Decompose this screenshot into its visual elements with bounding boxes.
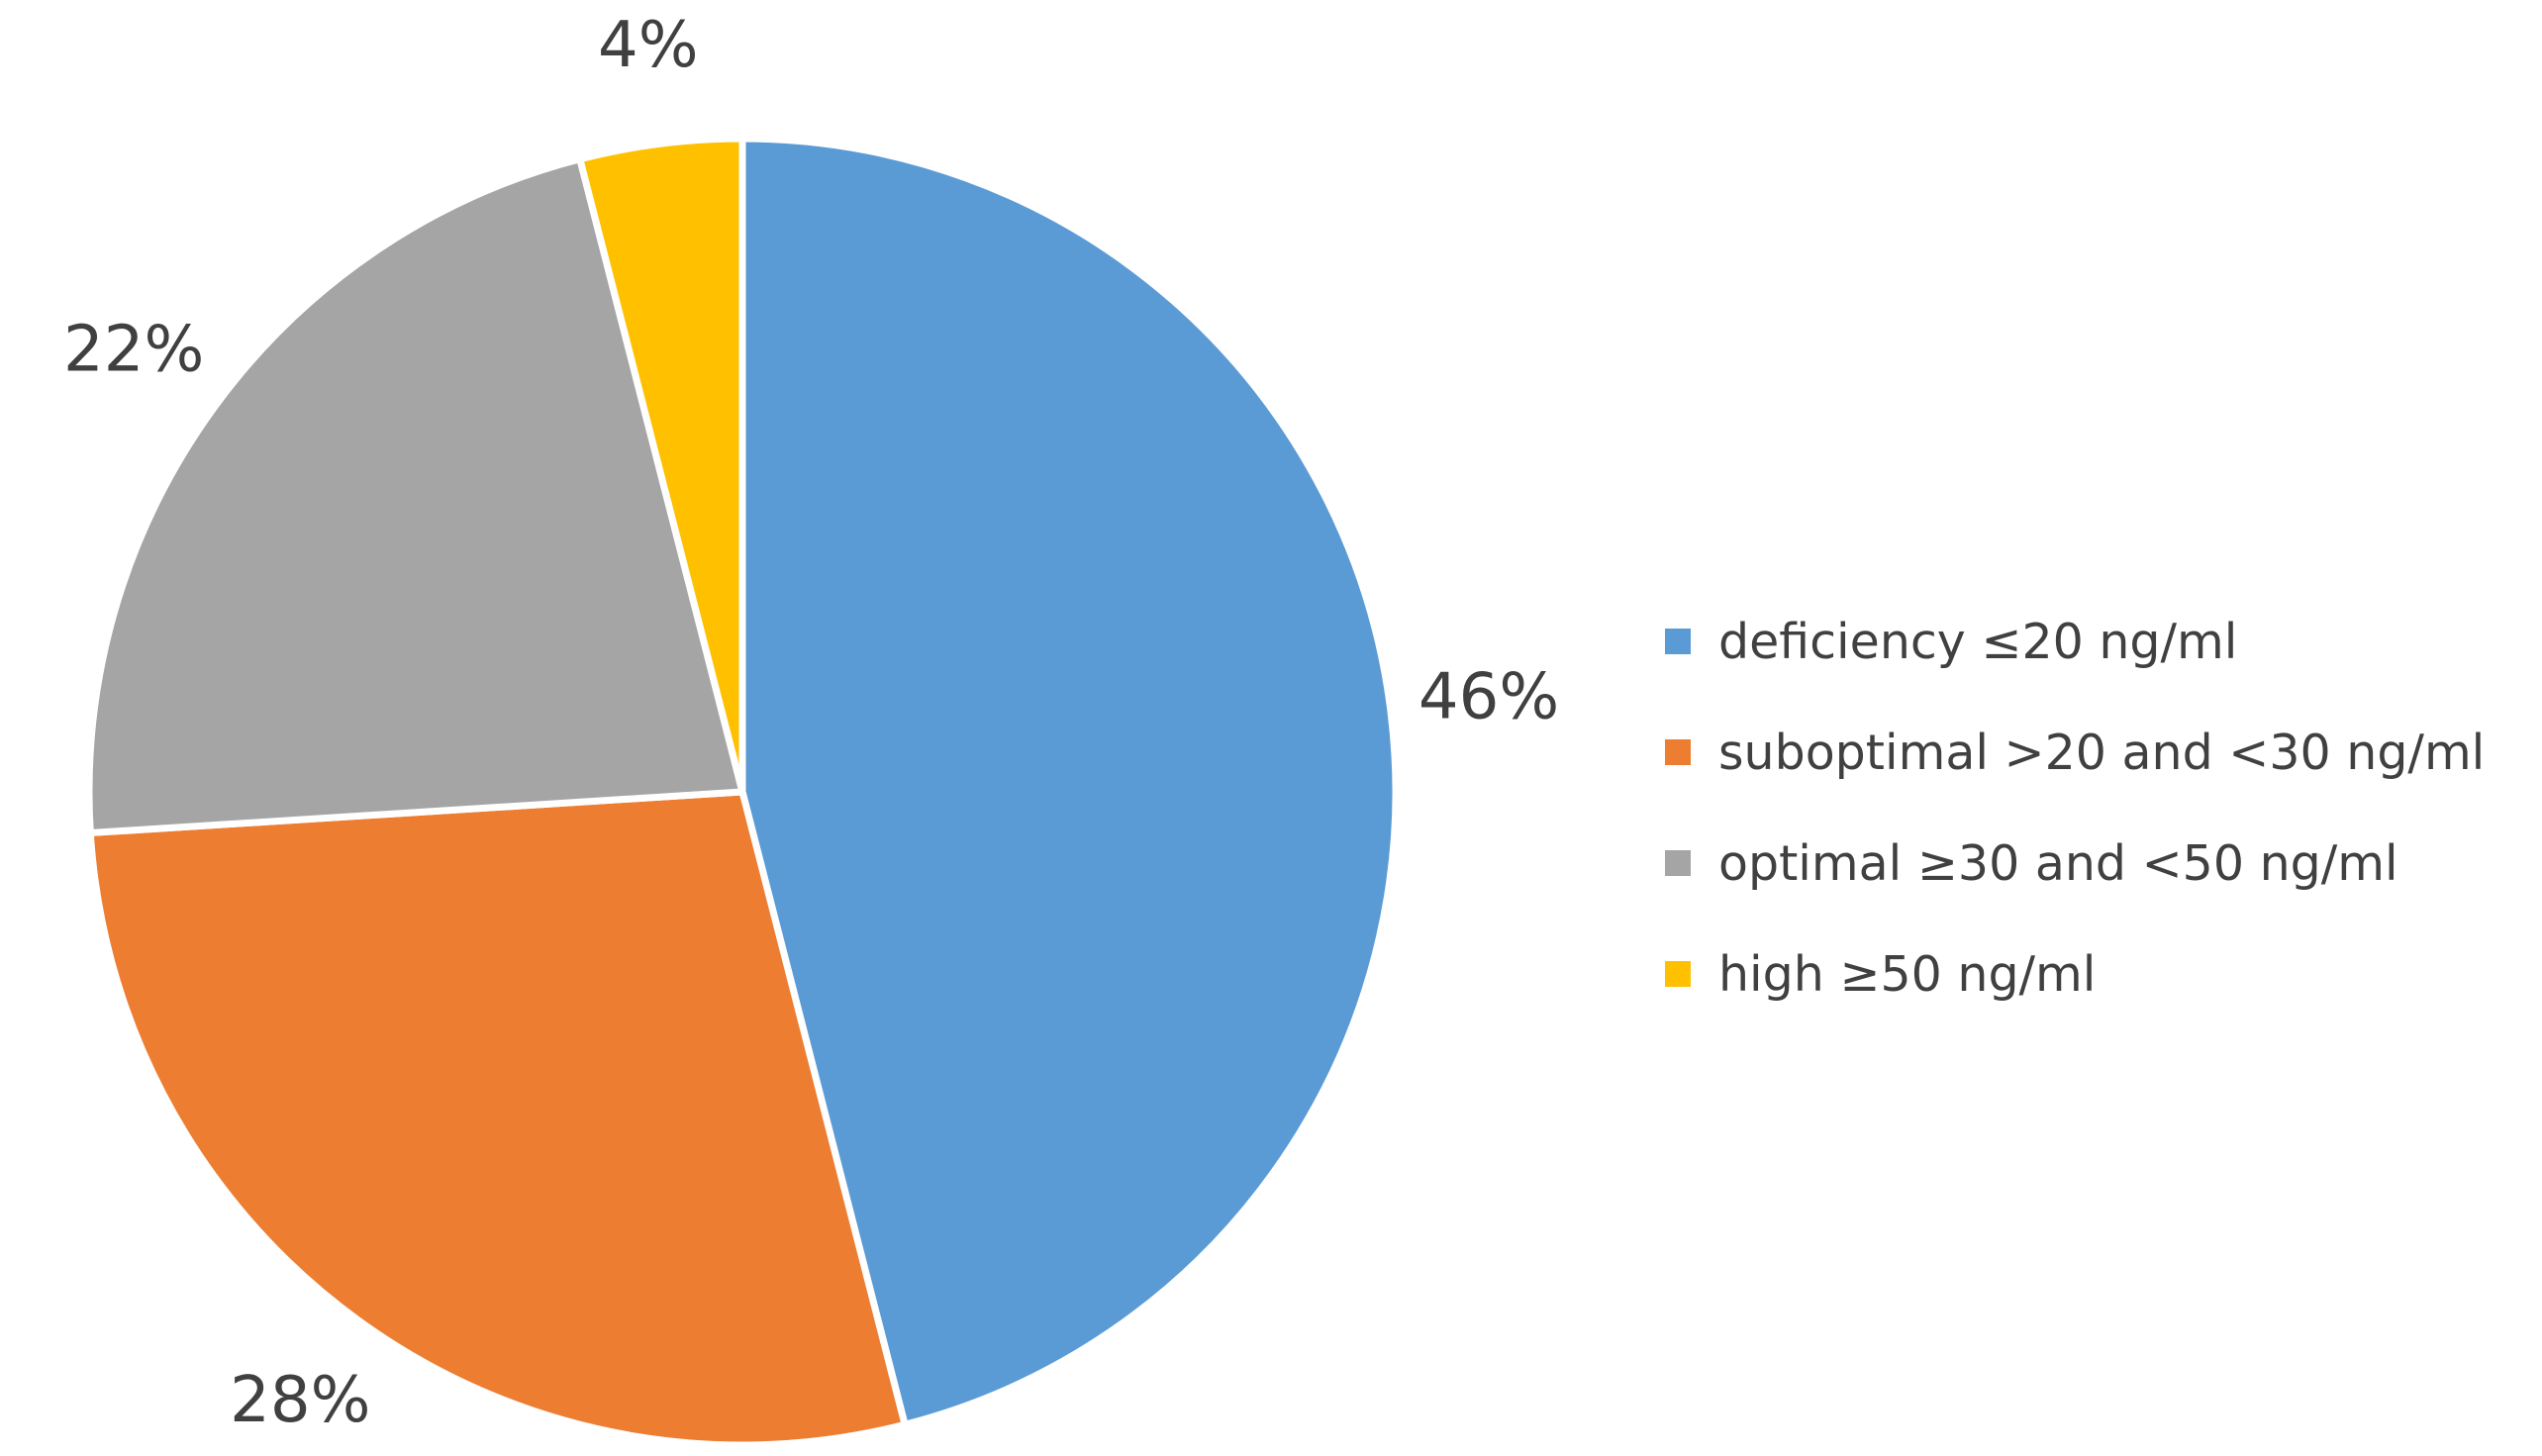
legend-item-optimal: optimal ≥30 and <50 ng/ml <box>1665 808 2536 919</box>
pie-slice-deficiency <box>738 135 1400 1429</box>
legend-swatch-optimal <box>1665 850 1691 876</box>
legend-label-high: high ≥50 ng/ml <box>1718 945 2097 1003</box>
legend-item-suboptimal: suboptimal >20 and <30 ng/ml <box>1665 697 2536 808</box>
data-label-deficiency: 46% <box>1418 661 1559 734</box>
legend-label-optimal: optimal ≥30 and <50 ng/ml <box>1718 834 2398 892</box>
legend: deficiency ≤20 ng/ml suboptimal >20 and … <box>1665 586 2536 1029</box>
legend-label-suboptimal: suboptimal >20 and <30 ng/ml <box>1718 724 2486 781</box>
pie-slices <box>85 135 1400 1449</box>
legend-swatch-deficiency <box>1665 629 1691 654</box>
pie-slice-suboptimal <box>86 788 910 1449</box>
legend-swatch-high <box>1665 961 1691 987</box>
legend-item-deficiency: deficiency ≤20 ng/ml <box>1665 586 2536 697</box>
data-label-suboptimal: 28% <box>230 1364 370 1437</box>
pie-slice-optimal <box>85 154 747 837</box>
legend-item-high: high ≥50 ng/ml <box>1665 919 2536 1029</box>
legend-label-deficiency: deficiency ≤20 ng/ml <box>1718 613 2238 670</box>
data-label-optimal: 22% <box>63 313 204 386</box>
legend-swatch-suboptimal <box>1665 739 1691 765</box>
pie-slice-high <box>575 135 746 793</box>
data-label-high: 4% <box>598 9 699 82</box>
pie-data-labels: 46% 28% 22% 4% <box>63 9 1559 1437</box>
